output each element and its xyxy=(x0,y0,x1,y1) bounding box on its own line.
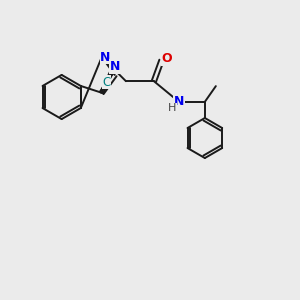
Text: N: N xyxy=(174,95,184,108)
Text: O: O xyxy=(161,52,172,65)
Text: N: N xyxy=(100,51,110,64)
Text: H: H xyxy=(168,103,177,113)
Text: N: N xyxy=(110,60,120,73)
Text: C: C xyxy=(102,76,110,88)
